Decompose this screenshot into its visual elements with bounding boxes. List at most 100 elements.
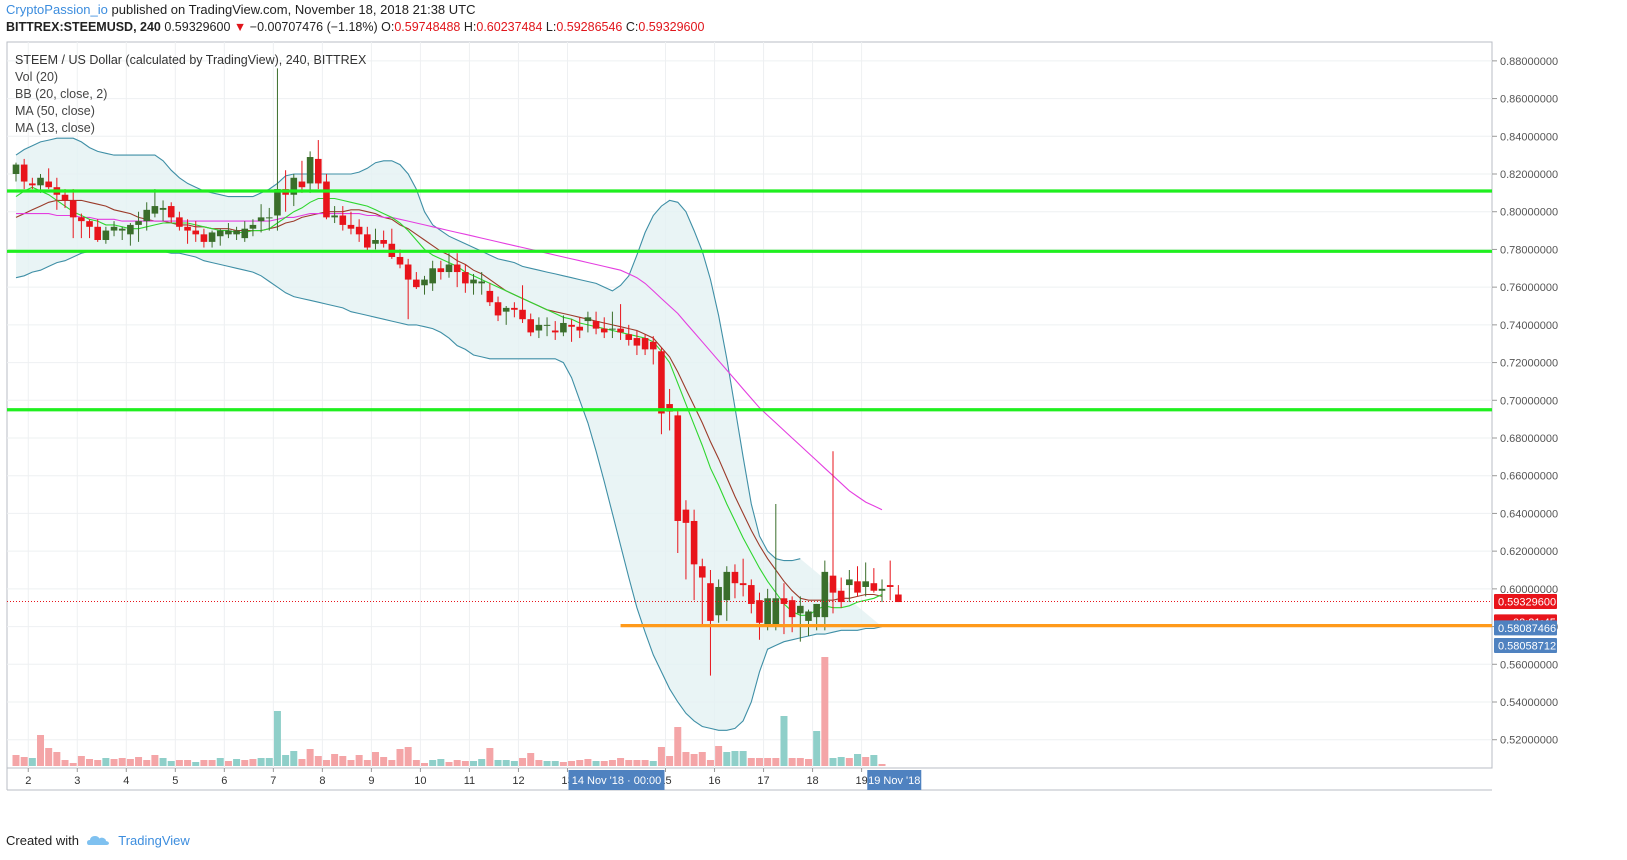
candle-body (895, 594, 902, 603)
volume-bar (184, 760, 192, 766)
candle-body (249, 224, 257, 229)
candle-body (233, 230, 240, 235)
change-down-icon: ▼ (233, 20, 247, 34)
chart-title: STEEM / US Dollar (calculated by Trading… (15, 53, 367, 67)
volume-bar (380, 757, 388, 766)
candle-body (511, 307, 518, 310)
candle-body (633, 338, 641, 346)
x-tick-label: 12 (512, 775, 524, 787)
candle (298, 160, 306, 193)
candle-body (355, 226, 363, 235)
volume-bar (102, 758, 110, 766)
volume-bar (804, 759, 812, 766)
candle (274, 68, 281, 231)
price-label-text: 0.59329600 (1498, 596, 1556, 608)
candle-body (600, 328, 608, 333)
candle-body (118, 228, 126, 231)
publisher-link[interactable]: CryptoPassion_io (6, 2, 108, 17)
candle-body (772, 598, 780, 625)
candle (731, 564, 739, 599)
volume-bar (118, 758, 126, 766)
candle-body (805, 611, 812, 621)
legend-vol[interactable]: Vol (20) (15, 70, 59, 84)
volume-bar (314, 756, 322, 766)
candle-body (364, 234, 371, 248)
y-tick-label: 0.62000000 (1500, 546, 1558, 558)
candle (176, 211, 183, 231)
y-tick-label: 0.54000000 (1500, 697, 1558, 709)
legend-ma13[interactable]: MA (13, close) (15, 121, 95, 135)
volume-bar (53, 752, 61, 766)
candle (797, 596, 804, 642)
x-tick-label: 2 (25, 775, 31, 787)
candle (772, 504, 780, 631)
candle (249, 219, 257, 237)
candle-body (421, 279, 428, 286)
candle (94, 219, 101, 242)
candle-body (797, 605, 804, 614)
candle (805, 609, 812, 636)
volume-bar (110, 759, 118, 766)
candle (821, 560, 829, 631)
volume-bar (625, 760, 633, 766)
volume-bar (322, 760, 330, 766)
legend-bb[interactable]: BB (20, close, 2) (15, 87, 108, 101)
candle-body (821, 571, 829, 618)
candle-body (674, 415, 682, 521)
candle (617, 304, 624, 340)
volume-bar (772, 758, 780, 766)
volume-bar (45, 748, 53, 766)
volume-bar (649, 761, 657, 766)
candle-body (429, 268, 436, 284)
volume-bar (437, 759, 445, 766)
volume-bar (584, 759, 592, 766)
volume-bar (28, 758, 36, 766)
candle-body (690, 520, 698, 565)
candle (69, 189, 77, 239)
volume-bar (698, 752, 706, 766)
y-tick-label: 0.82000000 (1500, 169, 1558, 181)
candle (184, 219, 191, 244)
candle (560, 315, 567, 337)
candle-body (380, 240, 387, 244)
candle (592, 311, 600, 335)
candle (519, 285, 526, 323)
volume-bar (257, 758, 265, 766)
candle-body (127, 224, 134, 235)
volume-bar (617, 758, 625, 766)
candle-body (323, 181, 330, 218)
candle (102, 226, 110, 244)
candle-body (764, 598, 771, 627)
high-value: 0.60237484 (476, 20, 543, 34)
legend-ma50[interactable]: MA (50, close) (15, 104, 95, 118)
volume-bar (175, 760, 183, 766)
candle-body (592, 321, 600, 329)
x-badge: 14 Nov '18 · 00:00 (568, 770, 665, 790)
x-tick-label: 16 (708, 775, 720, 787)
candle-body (846, 579, 853, 586)
candle-body (788, 600, 796, 618)
x-tick-label: 3 (74, 775, 80, 787)
volume-bar (862, 757, 870, 766)
candle-body (494, 302, 502, 316)
candle-body (135, 221, 142, 225)
price-label-bg (1494, 620, 1557, 636)
volume-bar (821, 657, 829, 766)
candle (127, 223, 134, 246)
volume-bar (510, 761, 518, 766)
candle-body (12, 164, 20, 174)
candle (723, 566, 731, 621)
volume-bar (192, 762, 200, 766)
candle-body (862, 581, 869, 587)
candle-body (756, 600, 763, 623)
candle-body (813, 603, 820, 618)
candle-body (37, 177, 44, 186)
candle (674, 409, 682, 554)
volume-bars (12, 657, 886, 766)
tradingview-link[interactable]: TradingView (118, 833, 190, 848)
x-tick-label: 9 (368, 775, 374, 787)
close-value: 0.59329600 (638, 20, 705, 34)
candle-body (543, 324, 551, 326)
volume-bar (12, 755, 20, 766)
